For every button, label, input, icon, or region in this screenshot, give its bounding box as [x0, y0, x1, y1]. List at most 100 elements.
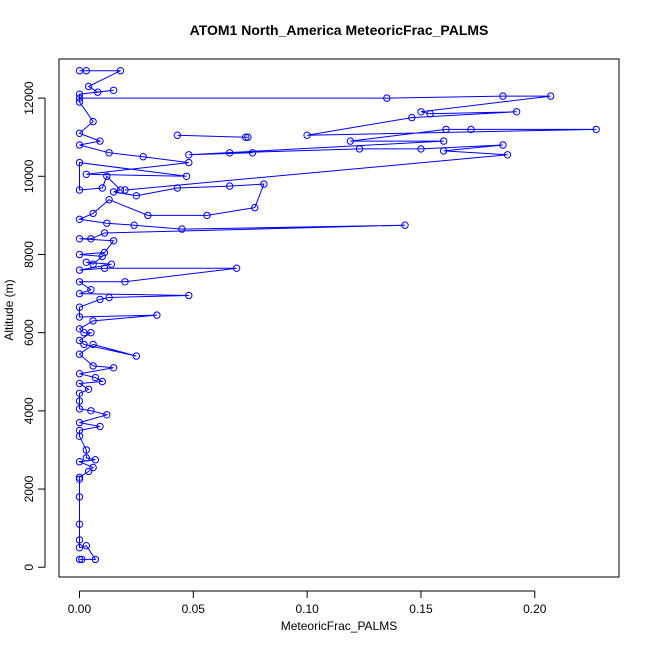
data-point [89, 317, 97, 325]
data-point [75, 520, 84, 528]
data-point [75, 389, 84, 397]
data-point [75, 475, 84, 483]
y-tick-label: 2000 [22, 475, 36, 502]
series-line [79, 95, 597, 191]
data-point [75, 473, 84, 481]
data-point [82, 446, 91, 454]
plot-border [58, 58, 620, 578]
data-point [226, 182, 234, 190]
series-lines [77, 70, 597, 560]
data-point [75, 90, 84, 98]
data-point [89, 117, 97, 126]
data-point [75, 405, 84, 413]
data-point [203, 211, 211, 220]
data-point [87, 329, 95, 337]
data-point [426, 110, 434, 118]
data-point [121, 278, 129, 286]
data-point [185, 291, 193, 300]
data-point [75, 432, 84, 440]
data-point [109, 364, 118, 372]
data-point [499, 92, 507, 100]
data-point [440, 147, 448, 155]
chart-title: ATOM1 North_America MeteoricFrac_PALMS [190, 22, 489, 38]
x-axis-label: MeteoricFrac_PALMS [281, 619, 397, 633]
data-point [75, 303, 84, 311]
data-point [109, 86, 118, 95]
data-point [84, 467, 93, 476]
data-point [75, 350, 84, 358]
data-point [75, 235, 84, 243]
data-point [75, 266, 84, 274]
data-point [75, 278, 84, 286]
data-point [173, 131, 182, 139]
data-point [75, 313, 84, 321]
data-point [84, 82, 93, 91]
data-point [512, 108, 521, 116]
data-point [96, 137, 104, 145]
data-point [75, 250, 84, 259]
data-point [82, 542, 91, 550]
data-point [408, 113, 416, 122]
data-point [98, 184, 107, 192]
x-tick-label: 0.00 [68, 602, 92, 616]
data-point [185, 151, 193, 159]
y-tick-label: 0 [22, 564, 36, 571]
data-point [130, 221, 138, 229]
data-point [89, 340, 97, 349]
data-point [547, 92, 555, 100]
data-point [100, 248, 109, 257]
data-point [75, 370, 84, 378]
data-point [346, 137, 355, 145]
data-point [105, 293, 113, 302]
data-point [178, 225, 186, 233]
data-point [82, 258, 91, 266]
data-point [116, 67, 125, 75]
data-point [87, 286, 95, 294]
data-point [173, 184, 182, 192]
x-axis: 0.00 0.05 0.10 0.15 0.20 [68, 590, 547, 616]
data-point [139, 153, 147, 161]
data-point [94, 88, 102, 96]
data-point [440, 137, 448, 145]
data-point [91, 373, 100, 382]
data-point [91, 456, 100, 464]
data-point [80, 340, 88, 349]
series-points [75, 67, 600, 564]
data-point [75, 158, 84, 167]
data-point [75, 98, 84, 106]
data-point [467, 125, 475, 134]
data-point [89, 362, 97, 370]
data-point [91, 555, 100, 564]
data-point [107, 260, 116, 268]
data-point [75, 129, 84, 138]
data-point [417, 145, 425, 153]
data-point [89, 260, 97, 268]
data-point [75, 379, 84, 388]
data-point [232, 264, 241, 272]
data-point [89, 209, 97, 218]
data-point [355, 145, 364, 153]
data-point [109, 188, 118, 196]
data-point [417, 108, 425, 116]
y-tick-label: 10000 [22, 159, 36, 193]
data-point [75, 186, 84, 194]
data-point [303, 131, 311, 139]
y-tick-label: 4000 [22, 397, 36, 424]
y-axis: 0 2000 4000 6000 8000 10000 12000 [22, 81, 46, 571]
data-point [75, 418, 84, 427]
data-point [75, 555, 84, 564]
x-tick-label: 0.10 [295, 602, 319, 616]
data-point [248, 149, 257, 157]
data-point [75, 94, 84, 102]
y-tick-label: 8000 [22, 241, 36, 268]
y-tick-label: 6000 [22, 319, 36, 346]
data-point [78, 555, 86, 564]
data-point [82, 170, 91, 179]
data-point [82, 454, 91, 462]
data-point [75, 336, 84, 345]
data-point [98, 252, 107, 261]
data-point [105, 149, 113, 157]
data-point [82, 67, 91, 75]
data-point [401, 221, 409, 229]
series-line [77, 70, 406, 560]
